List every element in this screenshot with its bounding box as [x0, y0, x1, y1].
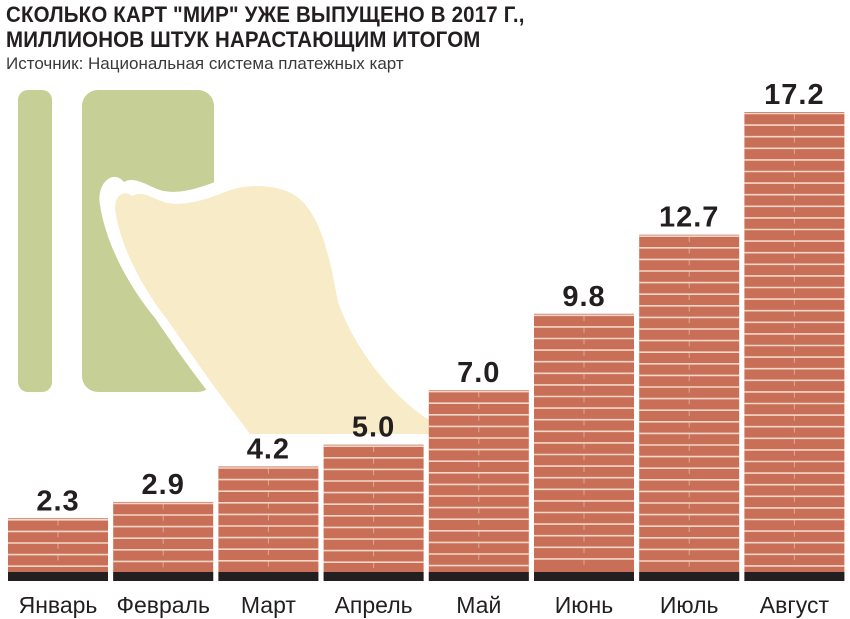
category-label: Февраль [116, 592, 209, 618]
bar-value-label: 4.2 [247, 433, 290, 465]
bar-group [8, 518, 108, 581]
category-label: Апрель [335, 592, 413, 618]
bar-value-label: 5.0 [352, 412, 395, 444]
bar-value-label: 7.0 [457, 357, 500, 389]
value-labels-layer: 2.3 2.9 4.2 5.0 7.0 9.8 12.7 17.2 [36, 79, 824, 517]
bar-value-label: 12.7 [659, 202, 719, 234]
bar-value-label: 2.3 [36, 485, 79, 517]
bar [639, 234, 740, 581]
bar [8, 518, 108, 581]
category-labels-layer: Январь Февраль Март Апрель Май Июнь Июль Август [19, 592, 830, 618]
bar-value-label: 17.2 [764, 79, 824, 111]
bar-base [8, 572, 108, 581]
bar-group [113, 501, 214, 581]
category-label: Июнь [555, 592, 613, 618]
bars-layer [8, 112, 845, 581]
chart-source: Источник: Национальная система платежных… [6, 54, 404, 73]
bar-value-label: 2.9 [142, 469, 185, 501]
bar-base [113, 572, 214, 581]
bar-group [323, 444, 424, 581]
bar-base [428, 572, 529, 581]
card-hand-illustration [18, 90, 440, 438]
bar-group [218, 466, 319, 581]
chart-title-line-2: МИЛЛИОНОВ ШТУК НАРАСТАЮЩИМ ИТОГОМ [6, 27, 481, 52]
bar-base [639, 572, 740, 581]
hand-illustration [115, 186, 436, 434]
bar-group [534, 313, 634, 581]
bar-group [639, 234, 740, 581]
category-label: Январь [19, 592, 98, 618]
chart-title-line-1: СКОЛЬКО КАРТ "МИР" УЖЕ ВЫПУЩЕНО В 2017 Г… [6, 2, 525, 27]
bar-base [744, 572, 845, 581]
bar-base [534, 572, 634, 581]
bar-base [323, 572, 424, 581]
category-label: Март [241, 592, 296, 618]
category-label: Август [760, 592, 830, 618]
bar-base [218, 572, 319, 581]
category-label: Июль [660, 592, 719, 618]
bar-group [744, 112, 845, 581]
bar [323, 444, 424, 581]
category-label: Май [456, 592, 501, 618]
card-edge-illustration [18, 90, 52, 392]
bar-value-label: 9.8 [562, 281, 605, 313]
bar-group [428, 390, 529, 581]
